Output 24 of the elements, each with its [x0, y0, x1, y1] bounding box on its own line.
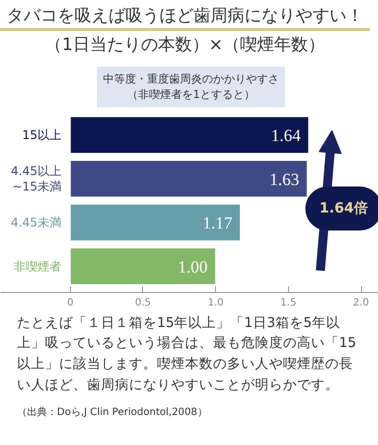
annotation: 1.64倍 — [319, 199, 368, 216]
data-label: 1.63 — [270, 169, 300, 188]
data-label: 1.64 — [270, 126, 302, 145]
x-tick-label: 0.5 — [135, 297, 151, 308]
data-label: 1.00 — [178, 256, 208, 276]
text: （非喫煙者を1とすると） — [126, 88, 255, 101]
y-tick-label: 15以上 — [22, 128, 62, 142]
bar — [70, 116, 310, 154]
bar — [70, 203, 241, 241]
text: 中等度・重度歯周炎のかかりやすさ — [102, 72, 279, 86]
x-tick-label: 1.5 — [280, 297, 296, 308]
chart-subtitle: （1日当たりの本数）×（喫煙年数） — [44, 34, 326, 58]
x-tick-label: 1.0 — [208, 297, 224, 308]
y-tick-label: 4.45以上 ~15未満 — [10, 164, 62, 194]
text: たとえば「１日１箱を15年以上」「1日3箱を5年以上」吸っているという場合は、最も危険度の高い「15以上」に該当します。喫煙本数の多い人や喫煙歴の長い人ほど、歯周病になりやすいことが明らかです。 — [17, 314, 358, 396]
bar — [70, 246, 216, 285]
y-tick-label: 非喫煙者 — [14, 258, 62, 273]
text: （出典：Doら,J Clin Periodontol,2008） — [17, 406, 208, 420]
data-label: 1.17 — [202, 213, 233, 232]
y-tick-label: 4.45未満 — [10, 215, 62, 230]
x-tick-label: 0 — [67, 297, 74, 308]
chart-title: タバコを吸えば吸うほど歯周病になりやすい！ — [6, 5, 364, 28]
bar — [70, 159, 308, 198]
x-tick-label: 2.0 — [353, 297, 370, 308]
